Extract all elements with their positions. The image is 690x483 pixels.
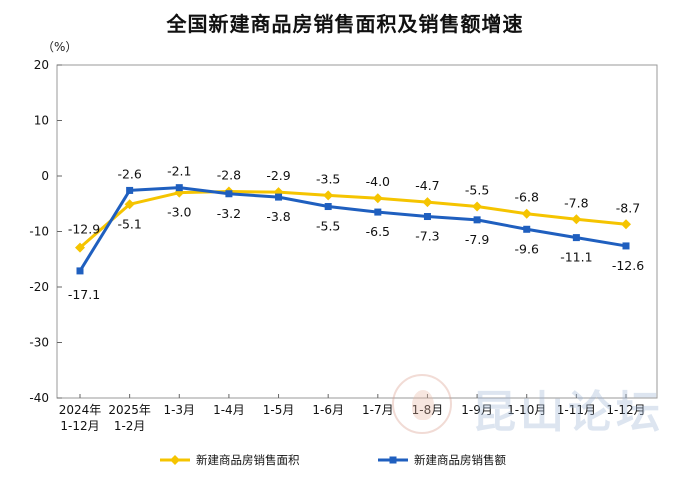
series-1-point xyxy=(523,225,531,233)
y-tick-label: -20 xyxy=(29,280,49,294)
x-tick-label: 1-12月 xyxy=(606,403,645,417)
data-label: -3.8 xyxy=(266,209,290,224)
data-label: -12.9 xyxy=(68,222,100,237)
series-0-point xyxy=(323,190,334,201)
x-tick-label: 1-11月 xyxy=(557,403,596,417)
y-tick-label: 20 xyxy=(34,58,49,72)
y-tick-label: 0 xyxy=(41,169,49,183)
series-0-point xyxy=(372,193,383,204)
data-label: -5.1 xyxy=(117,216,141,231)
data-label: -3.0 xyxy=(167,205,191,220)
x-tick-label: 1-6月 xyxy=(312,403,344,417)
data-label: -3.2 xyxy=(217,206,241,221)
series-1-point xyxy=(374,208,382,216)
data-label: -2.9 xyxy=(266,168,290,183)
y-tick-label: 10 xyxy=(34,114,49,128)
x-tick-label: 1-10月 xyxy=(507,403,546,417)
series-1-point xyxy=(324,203,332,211)
chart-title: 全国新建商品房销售面积及销售额增速 xyxy=(166,12,524,36)
series-line-0 xyxy=(79,190,627,249)
series-0-point xyxy=(422,197,433,208)
series-1-point xyxy=(473,216,481,224)
series-1-point xyxy=(423,213,431,221)
x-tick-label: 1-4月 xyxy=(213,403,245,417)
data-label: -4.0 xyxy=(366,174,390,189)
plot-frame xyxy=(56,64,658,399)
series-1-point xyxy=(572,234,580,242)
data-label: -7.3 xyxy=(415,229,439,244)
data-label: -12.6 xyxy=(612,258,644,273)
data-label: -4.7 xyxy=(415,178,439,193)
y-tick-label: -40 xyxy=(29,391,49,405)
data-label: -17.1 xyxy=(68,287,100,302)
series-0-point xyxy=(75,242,85,253)
x-tick-label: 2024年 xyxy=(59,403,102,417)
watermark-text: 昆山论坛 xyxy=(472,387,664,438)
series-1-point xyxy=(76,267,84,275)
data-label: -8.7 xyxy=(616,200,640,215)
series-1-point xyxy=(126,186,134,194)
data-label: -6.8 xyxy=(515,190,539,205)
series-0-point xyxy=(571,214,582,225)
data-label: -11.1 xyxy=(560,250,592,265)
data-label: -2.8 xyxy=(217,168,241,183)
x-tick-label: 1-2月 xyxy=(114,419,146,433)
y-tick-label: -30 xyxy=(29,336,49,350)
y-tick-label: -10 xyxy=(29,225,49,239)
x-tick-label: 1-7月 xyxy=(362,403,394,417)
x-tick-label: 1-3月 xyxy=(163,403,195,417)
x-tick-label: 1-12月 xyxy=(60,419,99,433)
series-1-point xyxy=(622,242,630,250)
legend-marker xyxy=(170,455,180,465)
series-0-point xyxy=(621,219,631,230)
data-label: -5.5 xyxy=(316,219,340,234)
data-label: -7.8 xyxy=(564,195,588,210)
data-label: -6.5 xyxy=(366,224,390,239)
legend-label: 新建商品房销售额 xyxy=(414,453,506,467)
series-1-point xyxy=(275,193,283,201)
y-axis-unit-label: （%） xyxy=(42,40,78,54)
data-label: -2.6 xyxy=(117,166,141,181)
data-label: -3.5 xyxy=(316,171,340,186)
legend-marker xyxy=(389,456,397,464)
watermark-logo-icon xyxy=(392,374,452,434)
series-line-1 xyxy=(78,186,627,272)
legend-label: 新建商品房销售面积 xyxy=(196,453,300,467)
series-0-point xyxy=(124,199,135,210)
x-tick-label: 1-9月 xyxy=(461,403,493,417)
data-label: -7.9 xyxy=(465,232,489,247)
watermark: 昆山论坛 xyxy=(392,374,690,438)
data-label: -9.6 xyxy=(515,241,539,256)
series-1-point xyxy=(225,190,233,198)
series-1-point xyxy=(175,184,183,192)
series-0-point xyxy=(521,208,532,219)
series-0-point xyxy=(472,201,483,212)
data-label: -2.1 xyxy=(167,164,191,179)
x-tick-label: 2025年 xyxy=(108,403,151,417)
data-label: -5.5 xyxy=(465,183,489,198)
x-tick-label: 1-5月 xyxy=(263,403,295,417)
